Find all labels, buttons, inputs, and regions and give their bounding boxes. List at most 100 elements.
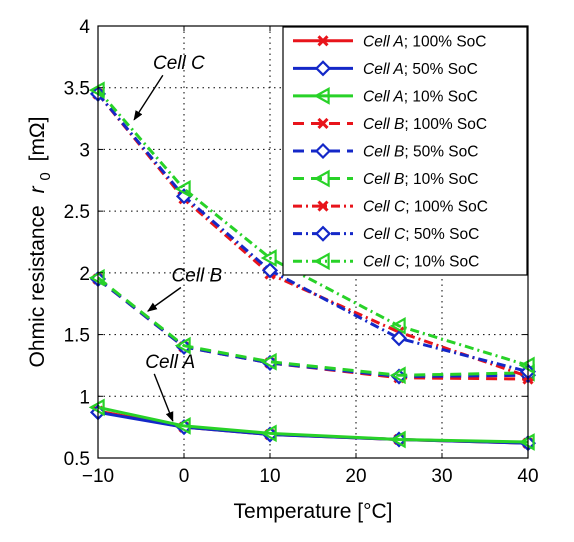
legend-cell-name: Cell C [363, 254, 406, 271]
marker-x [317, 117, 329, 130]
marker-triangle [389, 317, 406, 335]
marker-triangle [88, 398, 105, 417]
series-line [96, 89, 529, 367]
data-point [390, 330, 408, 347]
y-tick-label: 2 [79, 264, 90, 285]
marker-triangle [174, 336, 191, 355]
marker-x [317, 200, 329, 212]
marker-triangle [389, 366, 406, 385]
legend-marker [313, 252, 330, 271]
data-point [261, 262, 279, 279]
legend-cell-name: Cell B [363, 116, 404, 133]
legend-entry: Cell C; 100% SoC [293, 199, 488, 216]
marker-diamond [314, 225, 332, 242]
legend-soc: ; 50% SoC [404, 61, 478, 78]
series-line [97, 276, 529, 377]
legend-label: Cell A; 100% SoC [363, 33, 487, 50]
data-point [174, 336, 191, 355]
marker-triangle [518, 433, 535, 451]
marker-diamond [314, 60, 332, 77]
data-point [389, 317, 406, 335]
plot-frame [97, 25, 529, 459]
legend-marker [314, 142, 332, 160]
legend-marker [317, 117, 329, 130]
marker-triangle [313, 252, 330, 271]
marker-triangle [389, 430, 406, 449]
marker-triangle [313, 169, 330, 188]
y-tick-label: 4 [79, 17, 90, 38]
legend-label: Cell C; 10% SoC [363, 254, 479, 271]
data-point [518, 356, 535, 375]
annotation-arrow [147, 286, 182, 312]
marker-triangle [260, 249, 277, 267]
y-axis-label-unit: [mΩ] [26, 117, 49, 162]
marker-triangle [88, 81, 105, 100]
legend-marker [314, 60, 332, 77]
legend-soc: ; 50% SoC [404, 144, 478, 161]
x-tick-label: 30 [431, 466, 452, 487]
legend-entry: Cell A; 10% SoC [293, 87, 478, 105]
y-axis-label: Ohmic resistance r 0 [mΩ] [26, 117, 55, 368]
marker-triangle [88, 268, 105, 287]
legend-cell-name: Cell C [363, 199, 406, 216]
x-tick-label: 10 [259, 466, 280, 487]
data-point [88, 398, 105, 417]
legend-label: Cell B; 10% SoC [363, 171, 478, 188]
legend-label: Cell C; 50% SoC [363, 226, 479, 243]
legend-soc: ; 10% SoC [405, 254, 479, 271]
legend-soc: ; 100% SoC [404, 33, 487, 50]
x-tick-label: 20 [345, 466, 366, 487]
x-axis-label: Temperature [°C] [234, 500, 393, 523]
annotation-label: Cell A [145, 352, 195, 373]
marker-x [317, 35, 329, 47]
data-point [518, 433, 535, 451]
annotation-label: Cell B [172, 265, 223, 286]
y-axis-label-main: Ohmic resistance [26, 205, 49, 367]
marker-triangle [518, 356, 535, 375]
data-point [260, 249, 277, 267]
marker-triangle [174, 417, 191, 435]
legend-marker [314, 225, 332, 242]
legend-cell-name: Cell A [363, 88, 404, 105]
legend-entry: Cell C; 10% SoC [293, 252, 479, 271]
x-tick-label: 40 [517, 466, 538, 487]
y-tick-label: 3.5 [64, 79, 90, 100]
series-layer [88, 81, 537, 452]
legend-entry: Cell A; 50% SoC [293, 60, 478, 78]
legend-cell-name: Cell C [363, 226, 406, 243]
annotation-1: Cell B [147, 265, 223, 312]
data-point [260, 352, 277, 371]
legend-entry: Cell B; 10% SoC [293, 169, 478, 188]
legend-cell-name: Cell B [363, 171, 404, 188]
legend-label: Cell B; 100% SoC [363, 116, 487, 133]
legend-marker [317, 35, 329, 47]
legend-soc: ; 10% SoC [404, 171, 478, 188]
x-tick-label: 0 [179, 466, 190, 487]
annotations: Cell C Cell B Cell A [133, 53, 223, 422]
series-cell-c-8 [88, 81, 535, 375]
legend-marker [317, 200, 329, 212]
annotation-arrow [133, 74, 164, 121]
legend-soc: ; 50% SoC [405, 226, 479, 243]
data-point [88, 268, 105, 287]
legend-entry: Cell A; 100% SoC [293, 33, 487, 50]
legend-entry: Cell C; 50% SoC [293, 225, 479, 243]
y-tick-label: 1 [79, 387, 90, 408]
data-point [260, 424, 277, 443]
legend-label: Cell A; 10% SoC [363, 88, 478, 105]
series-cell-a-2 [88, 398, 535, 451]
data-point [389, 430, 406, 449]
y-tick-label: 1.5 [64, 326, 90, 347]
data-point [174, 180, 191, 198]
legend-soc: ; 10% SoC [404, 88, 478, 105]
y-tick-label: 2.5 [64, 202, 90, 223]
legend-cell-name: Cell A [363, 33, 404, 50]
legend-label: Cell C; 100% SoC [363, 199, 488, 216]
data-point [88, 81, 105, 100]
legend-label: Cell B; 50% SoC [363, 144, 478, 161]
annotation-2: Cell A [145, 352, 195, 422]
annotation-label: Cell C [153, 53, 205, 74]
marker-diamond [261, 262, 279, 279]
marker-diamond [390, 330, 408, 347]
